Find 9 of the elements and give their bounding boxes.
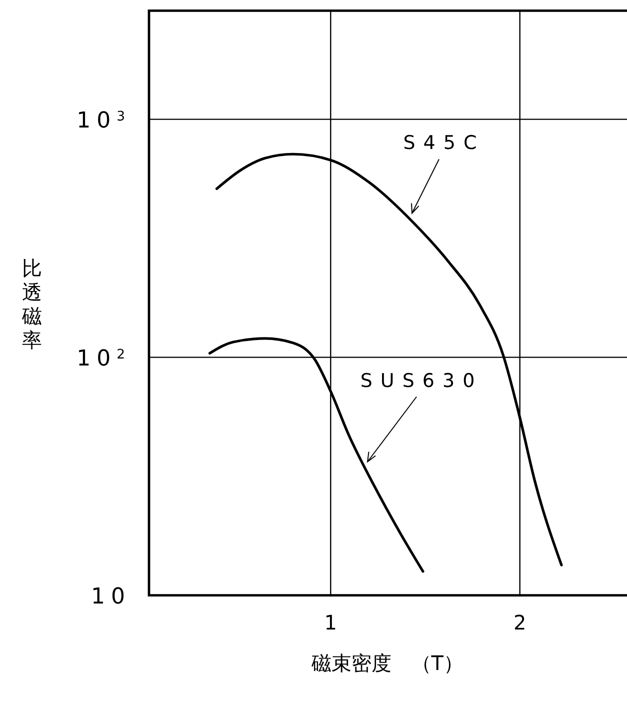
y-tick-label: 10$^{2}$ [76,346,131,372]
x-axis-title: 磁束密度 （T） [310,651,464,675]
y-axis-title: 比透磁率 [21,256,42,352]
annotation: S45C [403,132,485,154]
y-tick-label: 10$^{3}$ [76,108,131,134]
x-tick-label: 1 [324,610,338,634]
annotation: SUS630 [360,370,483,392]
x-tick-label: 2 [513,610,526,634]
y-tick-label: 10 [91,584,131,610]
